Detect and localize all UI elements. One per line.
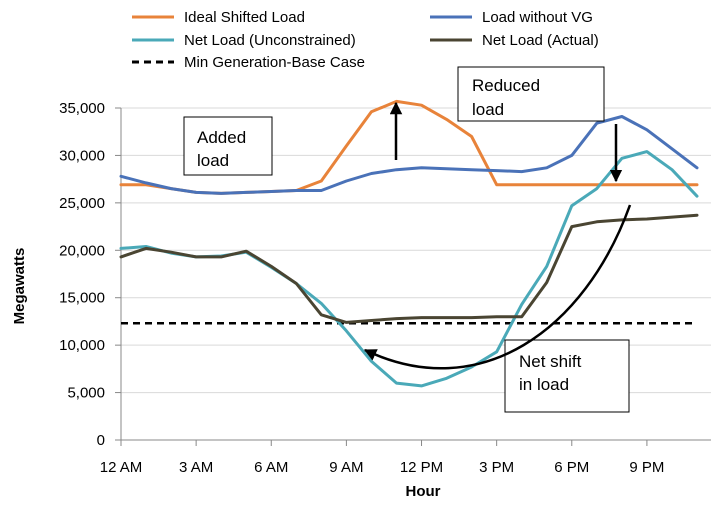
series-layer [119,99,699,388]
annotation-text: in load [519,375,569,394]
y-tick-label: 30,000 [59,147,105,164]
legend: Ideal Shifted Load Load without VG Net Loa… [132,9,599,71]
y-tick-label: 15,000 [59,290,105,307]
annotation-text: load [197,151,229,170]
y-tick-label: 25,000 [59,195,105,212]
y-tick-label: 20,000 [59,242,105,259]
y-axis-title: Megawatts [11,248,28,325]
series-line-net-load-actual [119,213,699,324]
x-axis-title: Hour [406,483,441,500]
y-tick-label: 35,000 [59,100,105,117]
legend-label: Net Load (Unconstrained) [184,32,356,49]
annotation-text: Added [197,128,246,147]
annotation-frame [504,339,630,413]
x-tick-label: 3 PM [479,459,514,476]
x-tick-label: 3 AM [179,459,213,476]
axes: 0 5,000 10,000 15,000 20,000 25,000 30,000 35,0… [11,100,711,500]
y-tick-label: 10,000 [59,337,105,354]
net-shift-arrow [363,204,632,370]
legend-item: Net Load (Actual) [430,32,599,49]
legend-item: Load without VG [430,9,593,26]
y-tick-label: 0 [97,432,105,449]
x-tick-label: 6 PM [554,459,589,476]
annotation-text: load [472,100,504,119]
annotation-frame [183,116,273,176]
legend-item: Ideal Shifted Load [132,9,305,26]
annotation-box: Added load [183,116,273,176]
x-tick-label: 9 AM [329,459,363,476]
x-tick-label: 12 AM [100,459,143,476]
legend-item: Net Load (Unconstrained) [132,32,356,49]
x-tick-label: 6 AM [254,459,288,476]
annotation-box: Reduced load [457,66,605,122]
legend-label: Load without VG [482,9,593,26]
x-tick-label: 9 PM [629,459,664,476]
legend-item: Min Generation-Base Case [132,54,365,71]
annotation-text: Reduced [472,76,540,95]
series-line-load-without-vg [119,115,699,195]
legend-label: Min Generation-Base Case [184,54,365,71]
x-tick-label: 12 PM [400,459,443,476]
annotations: Added load Reduced load Net shift in load [183,66,632,413]
annotation-box: Net shift in load [504,339,630,413]
y-tick-label: 5,000 [67,385,105,402]
legend-label: Net Load (Actual) [482,32,599,49]
annotation-text: Net shift [519,352,582,371]
annotation-frame [457,66,605,122]
legend-label: Ideal Shifted Load [184,9,305,26]
